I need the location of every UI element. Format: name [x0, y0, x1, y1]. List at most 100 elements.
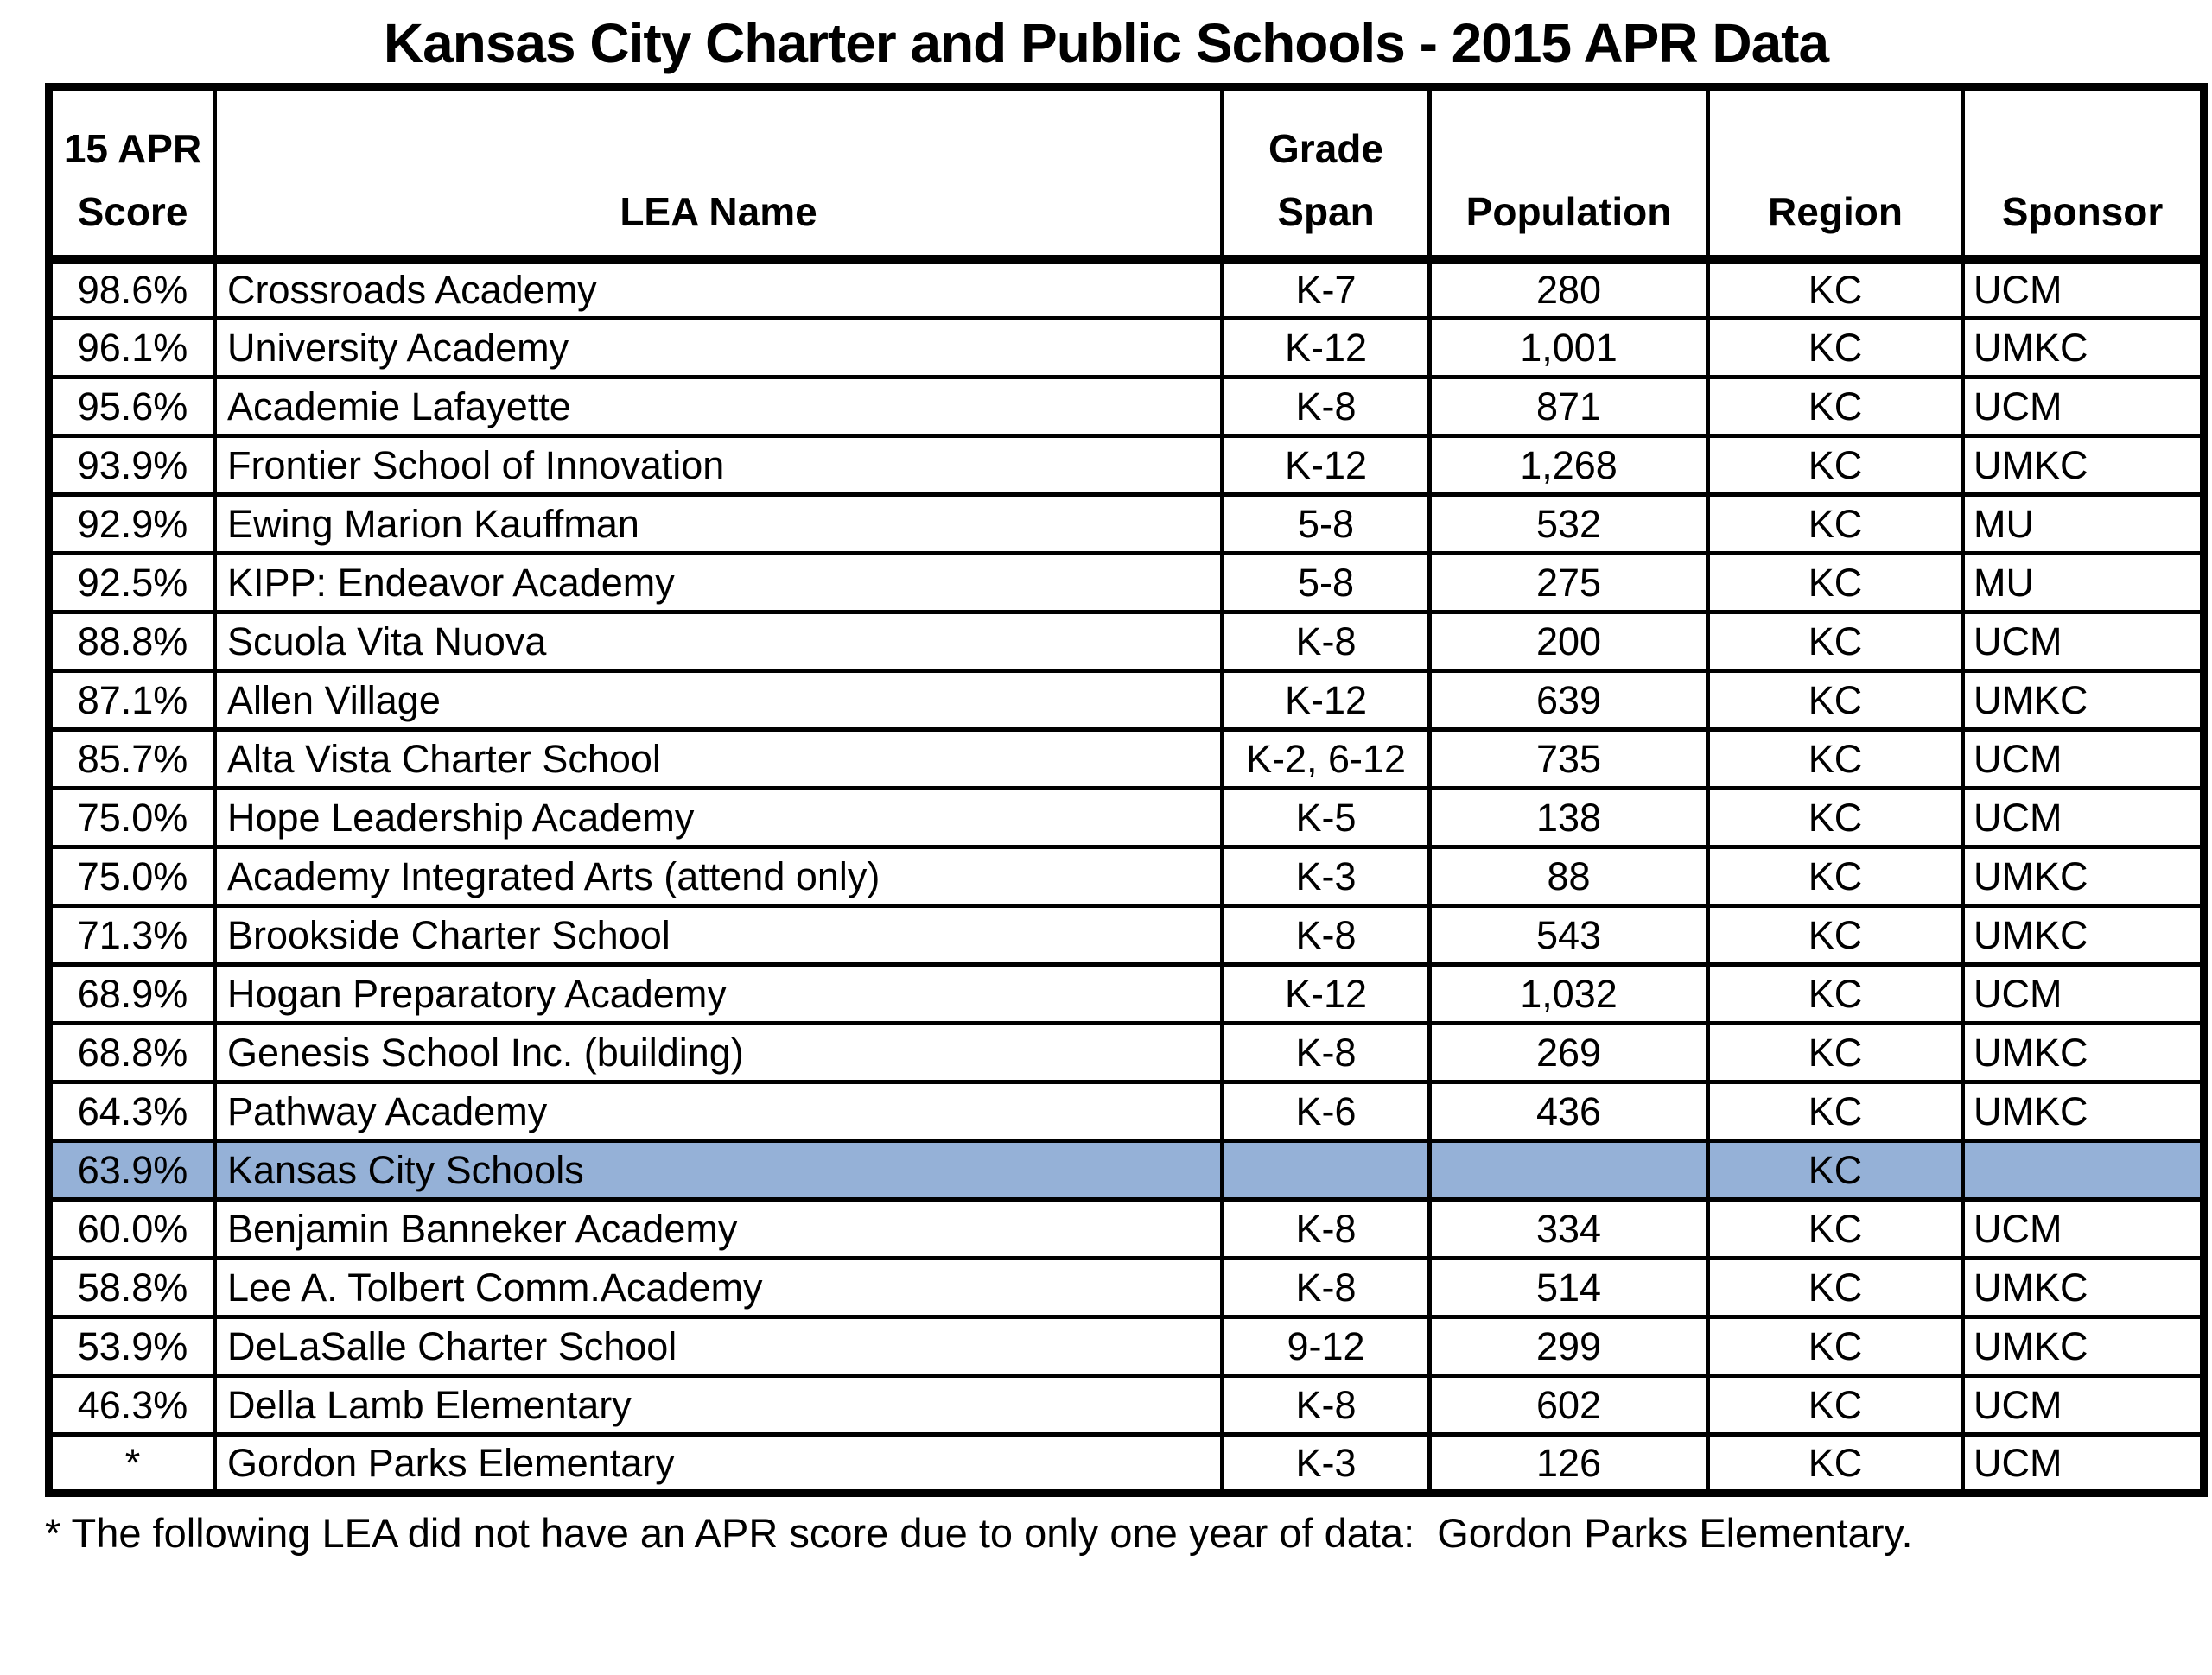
cell-apr-score: 75.0% — [47, 786, 217, 849]
cell-population: 639 — [1427, 669, 1710, 732]
cell-grade-span: K-3 — [1220, 1432, 1432, 1495]
cell-population: 1,032 — [1427, 962, 1710, 1025]
table-row: 46.3% Della Lamb Elementary K-8 602 KC U… — [47, 1374, 2206, 1437]
table-row: 53.9% DeLaSalle Charter School 9-12 299 … — [47, 1315, 2206, 1378]
table-row: 63.9% Kansas City Schools KC — [47, 1139, 2206, 1202]
cell-lea-name: Gordon Parks Elementary — [213, 1432, 1224, 1495]
cell-sponsor: UMKC — [1961, 1080, 2206, 1143]
cell-lea-name: Hogan Preparatory Academy — [213, 962, 1224, 1025]
cell-grade-span: K-6 — [1220, 1080, 1432, 1143]
cell-sponsor: UMKC — [1961, 1315, 2206, 1378]
cell-region: KC — [1706, 610, 1965, 673]
cell-grade-span — [1220, 1139, 1432, 1202]
cell-apr-score: 68.8% — [47, 1021, 217, 1084]
cell-population: 1,001 — [1427, 316, 1710, 379]
cell-sponsor: UMKC — [1961, 669, 2206, 732]
cell-region: KC — [1706, 492, 1965, 555]
cell-grade-span: K-3 — [1220, 845, 1432, 908]
cell-region: KC — [1706, 1021, 1965, 1084]
table-row: 58.8% Lee A. Tolbert Comm.Academy K-8 51… — [47, 1256, 2206, 1319]
cell-sponsor: UCM — [1961, 257, 2206, 320]
cell-sponsor: UCM — [1961, 1432, 2206, 1495]
cell-sponsor: MU — [1961, 492, 2206, 555]
cell-region: KC — [1706, 1315, 1965, 1378]
table-row: 64.3% Pathway Academy K-6 436 KC UMKC — [47, 1080, 2206, 1143]
cell-lea-name: Brookside Charter School — [213, 904, 1224, 967]
cell-lea-name: Kansas City Schools — [213, 1139, 1224, 1202]
cell-grade-span: K-12 — [1220, 434, 1432, 497]
header-row: 15 APR Score LEA Name Grade Span Populat… — [47, 85, 2206, 264]
cell-lea-name: University Academy — [213, 316, 1224, 379]
cell-apr-score: 68.9% — [47, 962, 217, 1025]
cell-grade-span: 5-8 — [1220, 551, 1432, 614]
col-header-region: Region — [1706, 85, 1965, 264]
cell-apr-score: 60.0% — [47, 1197, 217, 1260]
cell-grade-span: 9-12 — [1220, 1315, 1432, 1378]
cell-lea-name: Hope Leadership Academy — [213, 786, 1224, 849]
cell-apr-score: 75.0% — [47, 845, 217, 908]
cell-region: KC — [1706, 962, 1965, 1025]
cell-population: 126 — [1427, 1432, 1710, 1495]
cell-sponsor: UMKC — [1961, 845, 2206, 908]
table-row: 92.9% Ewing Marion Kauffman 5-8 532 KC M… — [47, 492, 2206, 555]
cell-sponsor: UMKC — [1961, 316, 2206, 379]
cell-region: KC — [1706, 1256, 1965, 1319]
cell-sponsor: UCM — [1961, 1374, 2206, 1437]
cell-apr-score: 92.5% — [47, 551, 217, 614]
cell-region: KC — [1706, 786, 1965, 849]
cell-lea-name: Della Lamb Elementary — [213, 1374, 1224, 1437]
col-header-lea-name: LEA Name — [213, 85, 1224, 264]
cell-grade-span: 5-8 — [1220, 492, 1432, 555]
cell-region: KC — [1706, 1197, 1965, 1260]
cell-grade-span: K-8 — [1220, 1197, 1432, 1260]
cell-sponsor: UCM — [1961, 962, 2206, 1025]
cell-region: KC — [1706, 375, 1965, 438]
cell-lea-name: Genesis School Inc. (building) — [213, 1021, 1224, 1084]
page-title: Kansas City Charter and Public Schools -… — [383, 12, 1829, 74]
cell-sponsor: UCM — [1961, 1197, 2206, 1260]
cell-sponsor: UMKC — [1961, 1021, 2206, 1084]
cell-region: KC — [1706, 669, 1965, 732]
cell-grade-span: K-8 — [1220, 1021, 1432, 1084]
cell-population: 543 — [1427, 904, 1710, 967]
cell-lea-name: Ewing Marion Kauffman — [213, 492, 1224, 555]
cell-population: 514 — [1427, 1256, 1710, 1319]
cell-population: 735 — [1427, 727, 1710, 790]
cell-population — [1427, 1139, 1710, 1202]
cell-region: KC — [1706, 316, 1965, 379]
cell-region: KC — [1706, 904, 1965, 967]
cell-grade-span: K-8 — [1220, 1256, 1432, 1319]
cell-lea-name: Allen Village — [213, 669, 1224, 732]
cell-region: KC — [1706, 257, 1965, 320]
cell-population: 532 — [1427, 492, 1710, 555]
table-row: 85.7% Alta Vista Charter School K-2, 6-1… — [47, 727, 2206, 790]
cell-population: 269 — [1427, 1021, 1710, 1084]
cell-apr-score: 85.7% — [47, 727, 217, 790]
cell-region: KC — [1706, 551, 1965, 614]
cell-grade-span: K-8 — [1220, 610, 1432, 673]
cell-grade-span: K-12 — [1220, 669, 1432, 732]
cell-apr-score: 98.6% — [47, 257, 217, 320]
cell-lea-name: Alta Vista Charter School — [213, 727, 1224, 790]
footnote: * The following LEA did not have an APR … — [45, 1510, 1913, 1556]
table-row: 68.9% Hogan Preparatory Academy K-12 1,0… — [47, 962, 2206, 1025]
cell-population: 200 — [1427, 610, 1710, 673]
cell-apr-score: 53.9% — [47, 1315, 217, 1378]
cell-lea-name: KIPP: Endeavor Academy — [213, 551, 1224, 614]
table-row: 60.0% Benjamin Banneker Academy K-8 334 … — [47, 1197, 2206, 1260]
cell-population: 88 — [1427, 845, 1710, 908]
cell-apr-score: 71.3% — [47, 904, 217, 967]
apr-data-table: 15 APR Score LEA Name Grade Span Populat… — [45, 83, 2208, 1497]
cell-population: 275 — [1427, 551, 1710, 614]
table-row: 95.6% Academie Lafayette K-8 871 KC UCM — [47, 375, 2206, 438]
cell-sponsor: UMKC — [1961, 1256, 2206, 1319]
col-header-grade-span: Grade Span — [1220, 85, 1432, 264]
table-body: 98.6% Crossroads Academy K-7 280 KC UCM … — [47, 257, 2206, 1495]
table-row: 96.1% University Academy K-12 1,001 KC U… — [47, 316, 2206, 379]
table-row: 93.9% Frontier School of Innovation K-12… — [47, 434, 2206, 497]
cell-population: 436 — [1427, 1080, 1710, 1143]
cell-apr-score: 87.1% — [47, 669, 217, 732]
cell-region: KC — [1706, 1374, 1965, 1437]
cell-sponsor: UMKC — [1961, 904, 2206, 967]
cell-region: KC — [1706, 1139, 1965, 1202]
